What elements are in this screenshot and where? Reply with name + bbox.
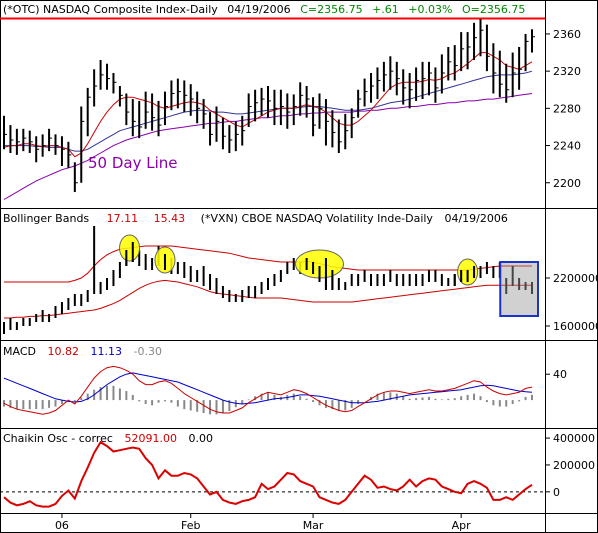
vxn-date: 04/19/2006 <box>444 212 507 225</box>
vxn-layer <box>3 226 539 334</box>
vxn-header: Bollinger Bands 17.11 15.43 (*VXN) CBOE … <box>3 212 508 225</box>
price-y-tick-label: 2280 <box>553 102 581 115</box>
vxn-y-tick-label: 1600000 <box>553 320 598 333</box>
fifty-day-line-label: 50 Day Line <box>88 154 178 172</box>
price-change: +.61 <box>372 3 399 16</box>
chaikin-label: Chaikin Osc - correc <box>3 432 113 445</box>
chaikin-value: 52091.00 <box>124 432 177 445</box>
price-pct: +0.03% <box>408 3 452 16</box>
vxn-title: (*VXN) CBOE NASDAQ Volatility Inde-Daily <box>201 212 434 225</box>
price-y-tick-label: 2240 <box>553 140 581 153</box>
x-tick-label: Apr <box>452 519 472 532</box>
macd-layer <box>3 365 533 415</box>
chaikin-y-tick-label: 200000 <box>553 459 595 472</box>
vxn-y-tick-label: 2200000 <box>553 272 598 285</box>
chaikin-zero: 0.00 <box>188 432 213 445</box>
bollinger-upper: 17.11 <box>107 212 139 225</box>
vxn-recent-box <box>499 261 539 317</box>
macd-header: MACD 10.82 11.13 -0.30 <box>3 345 162 358</box>
price-layer <box>3 19 535 200</box>
x-tick-label: Mar <box>303 519 324 532</box>
macd-value: 10.82 <box>47 345 79 358</box>
price-y-tick-label: 2360 <box>553 28 581 41</box>
ma-50-day-line <box>3 93 533 200</box>
chaikin-layer <box>0 440 545 508</box>
bollinger-label: Bollinger Bands <box>3 212 89 225</box>
vxn-highlight-ellipse <box>119 234 141 262</box>
price-y-tick-label: 2320 <box>553 65 581 78</box>
price-symbol: (*OTC) NASDAQ Composite Index-Daily <box>3 3 218 16</box>
bollinger-lower: 15.43 <box>154 212 186 225</box>
price-header: (*OTC) NASDAQ Composite Index-Daily 04/1… <box>3 3 525 16</box>
chaikin-y-tick-label: 400000 <box>553 432 595 445</box>
price-open: O=2356.75 <box>462 3 525 16</box>
price-y-tick-label: 2200 <box>553 177 581 190</box>
price-date: 04/19/2006 <box>227 3 290 16</box>
chaikin-header: Chaikin Osc - correc 52091.00 0.00 <box>3 432 213 445</box>
macd-y-tick-label: 40 <box>553 368 567 381</box>
axes-layer: 2360 2320 2280 2240 2200 2200000 1600000 40 4000… <box>55 28 598 532</box>
bollinger-upper-band <box>4 245 532 283</box>
chaikin-line <box>3 440 533 508</box>
x-tick-label: Feb <box>181 519 200 532</box>
chaikin-y-tick-label: 0 <box>553 486 560 499</box>
bollinger-lower-band <box>4 279 532 319</box>
macd-label: MACD <box>3 345 36 358</box>
price-close: C=2356.75 <box>300 3 362 16</box>
macd-line <box>3 365 533 415</box>
macd-signal-line <box>3 372 533 405</box>
signal-value: 11.13 <box>90 345 122 358</box>
hist-value: -0.30 <box>133 345 161 358</box>
x-tick-label: 06 <box>55 519 69 532</box>
